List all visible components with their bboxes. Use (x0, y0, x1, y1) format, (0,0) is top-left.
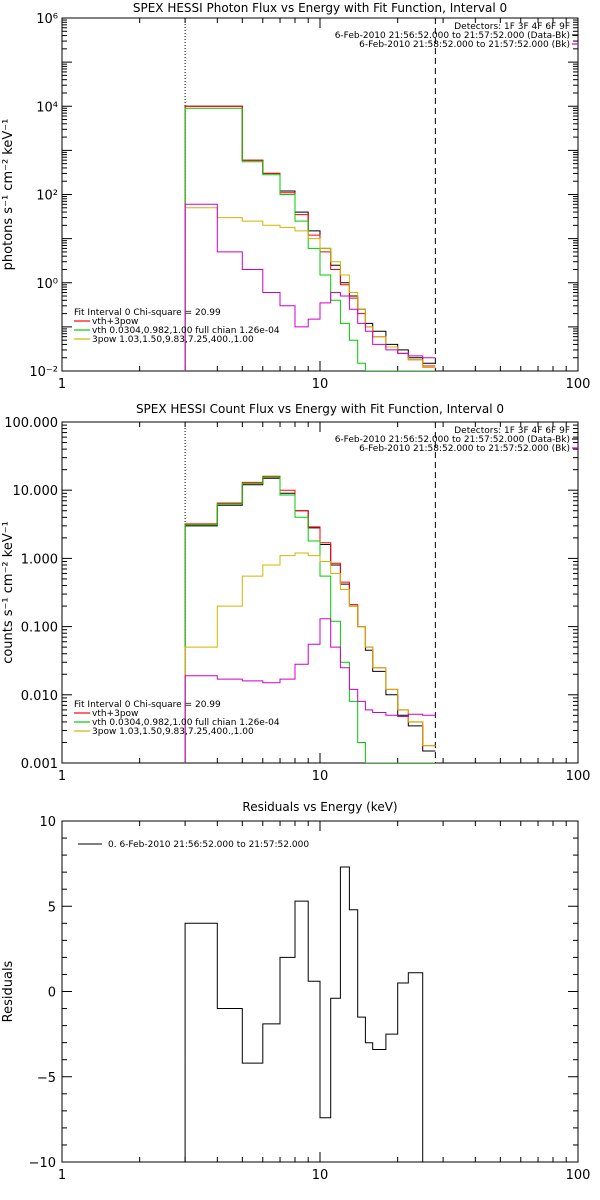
series-line-0 (184, 866, 436, 1162)
y-tick-label: 10⁰ (36, 277, 58, 292)
legend-fit-header: Fit Interval 0 Chi-square = 20.99 (74, 700, 221, 710)
info-line-2: 6-Feb-2010 21:58:52.000 to 21:57:52.000 … (359, 40, 570, 50)
y-tick-label: 5 (48, 900, 56, 915)
legend-item-2: vth 0.0304,0.982,1.00 full chian 1.26e-0… (92, 718, 280, 728)
info-line-2: 6-Feb-2010 21:58:52.000 to 21:57:52.000 … (359, 444, 570, 454)
y-axis-label: photons s⁻¹ cm⁻² keV⁻¹ (1, 119, 16, 271)
info-line-0: Detectors: 1F 3F 4F 6F 9F (454, 426, 570, 436)
series-line-3 (184, 207, 436, 371)
legend-item-0: 0. 6-Feb-2010 21:56:52.000 to 21:57:52.0… (108, 840, 309, 850)
x-tick-label: 100 (566, 769, 591, 784)
y-tick-label: 10⁶ (36, 12, 58, 27)
series-line-4 (184, 203, 436, 371)
x-tick-label: 10 (312, 377, 329, 392)
chart-title: Residuals vs Energy (keV) (242, 800, 397, 814)
legend-item-1: vth+3pow (92, 317, 138, 327)
y-tick-label: 10⁴ (36, 100, 58, 115)
x-tick-label: 100 (566, 377, 591, 392)
info-line-1: 6-Feb-2010 21:56:52.000 to 21:57:52.000 … (335, 31, 570, 41)
y-tick-label: 1.000 (21, 552, 58, 567)
x-tick-label: 10 (312, 769, 329, 784)
legend-item-3: 3pow 1.03,1.50,9.83,7.25,400.,1.00 (92, 335, 254, 345)
chart-title: SPEX HESSI Count Flux vs Energy with Fit… (136, 402, 504, 416)
y-tick-label: 0.010 (21, 689, 58, 704)
y-tick-label: 100.000 (4, 416, 58, 431)
chart-title: SPEX HESSI Photon Flux vs Energy with Fi… (133, 1, 507, 15)
y-tick-label: 10.000 (13, 484, 59, 499)
y-tick-label: 10² (36, 189, 58, 204)
legend-item-3: 3pow 1.03,1.50,9.83,7.25,400.,1.00 (92, 727, 254, 737)
photon-flux-panel: SPEX HESSI Photon Flux vs Energy with Fi… (1, 1, 590, 392)
x-tick-label: 1 (58, 1168, 66, 1183)
info-line-1: 6-Feb-2010 21:56:52.000 to 21:57:52.000 … (335, 435, 570, 445)
y-tick-label: 0.100 (21, 621, 58, 636)
y-tick-label: 10 (39, 815, 56, 830)
legend-fit-header: Fit Interval 0 Chi-square = 20.99 (74, 308, 221, 318)
y-tick-label: 0.001 (21, 757, 58, 772)
y-tick-label: 10⁻² (29, 365, 58, 380)
y-axis-label: counts s⁻¹ cm⁻² keV⁻¹ (1, 521, 16, 664)
series-group (184, 105, 436, 371)
series-line-2 (184, 107, 436, 371)
series-line-3 (184, 552, 436, 763)
series-line-2 (184, 476, 436, 763)
x-tick-label: 10 (312, 1168, 329, 1183)
legend-item-1: vth+3pow (92, 709, 138, 719)
y-axis-label: Residuals (1, 960, 16, 1022)
series-group (184, 866, 436, 1162)
x-tick-label: 1 (58, 769, 66, 784)
series-group (184, 475, 436, 763)
y-tick-label: 0 (48, 986, 56, 1001)
residuals-panel: Residuals vs Energy (keV) 1 10 100 −10 −5 0 5 10… (1, 800, 590, 1183)
legend-item-2: vth 0.0304,0.982,1.00 full chian 1.26e-0… (92, 326, 280, 336)
info-line-0: Detectors: 1F 3F 4F 6F 9F (454, 22, 570, 32)
y-tick-label: −5 (37, 1071, 56, 1086)
count-flux-panel: SPEX HESSI Count Flux vs Energy with Fit… (1, 402, 590, 784)
series-line-4 (184, 618, 436, 763)
x-tick-label: 100 (566, 1168, 591, 1183)
x-tick-label: 1 (58, 377, 66, 392)
y-tick-label: −10 (29, 1156, 56, 1171)
